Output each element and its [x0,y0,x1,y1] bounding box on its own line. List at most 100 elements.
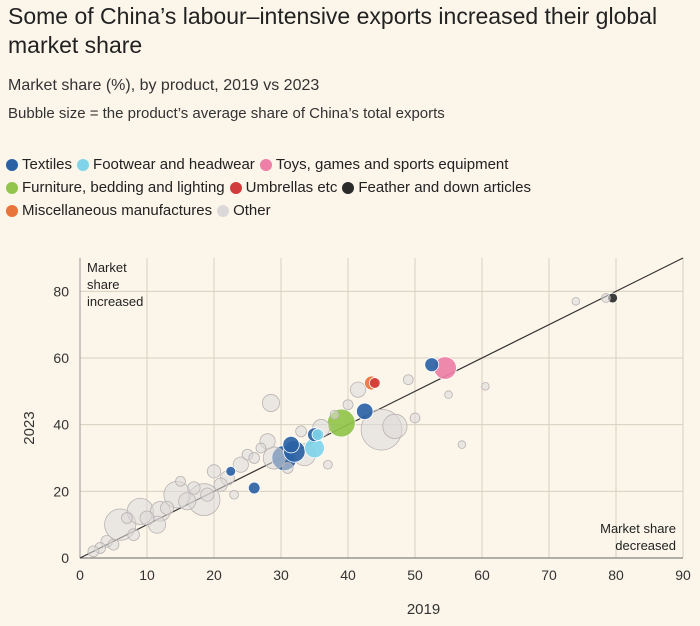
data-point [127,528,140,541]
legend-item: Feather and down articles [342,176,531,199]
legend-swatch [259,158,272,171]
data-point [457,440,467,449]
y-axis-label: 2023 [21,411,38,444]
x-axis-label: 2019 [407,601,440,618]
legend-label: Other [233,202,271,219]
chart-note: Bubble size = the product’s average shar… [8,105,445,122]
data-point [187,481,201,495]
legend-swatch [217,204,230,217]
data-point [139,510,155,526]
grid [80,258,684,558]
legend-row: Textiles Footwear and headwear Toys, games… [6,153,696,176]
data-point [229,489,239,500]
legend-swatch [229,181,242,194]
data-point [87,545,100,558]
y-tick-label: 80 [53,283,69,299]
data-point [248,452,261,464]
legend-label: Footwear and headwear [93,156,255,173]
data-point [368,377,381,389]
x-tick-label: 10 [139,567,155,583]
y-tick-label: 0 [61,550,69,566]
data-point [342,399,354,411]
data-point [107,538,120,551]
legend-label: Textiles [22,156,73,173]
reference-line [79,257,684,559]
annotation-increased: share [87,277,120,292]
data-point [409,412,421,424]
annotation-increased: Market [87,260,127,275]
data-point [160,500,175,516]
data-point [213,477,228,492]
chart-subtitle: Market share (%), by product, 2019 vs 20… [8,77,320,94]
x-tick-label: 70 [541,567,557,583]
data-point [255,442,267,454]
annotations: Market share increased Market share decrease… [87,260,676,553]
scatter-chart: 2019 2023 0 10 20 30 40 50 60 70 80 90 0 20 40 60 80 Ma… [21,257,691,618]
data-point [225,465,237,477]
data-point [262,446,286,470]
legend-label: Toys, games and sports equipment [275,156,509,173]
data-point [261,394,280,412]
data-point [349,381,367,398]
tick-labels: 0 10 20 30 40 50 60 70 80 90 0 20 40 60 80 [53,283,691,583]
annotation-decreased: decreased [615,538,676,553]
chart-title: Some of China’s labour–intensive exports… [8,3,658,58]
legend-label: Feather and down articles [358,179,531,196]
legend-item: Other [217,199,271,222]
data-point [206,464,222,479]
data-point [424,357,440,373]
data-point [295,425,307,438]
data-point [481,382,490,391]
data-point [311,428,325,441]
data-point [571,297,581,306]
data-point [281,462,294,474]
legend-swatch [77,158,90,171]
data-point [444,390,453,399]
y-tick-label: 60 [53,350,69,366]
data-point [178,492,197,511]
axes: 2019 2023 [21,258,683,618]
legend-label: Miscellaneous manufactures [22,202,213,219]
x-tick-label: 30 [273,567,289,583]
diagonal-line [79,257,684,559]
x-tick-label: 20 [206,567,222,583]
data-point [247,481,261,495]
data-point [323,459,333,470]
y-tick-label: 20 [53,483,69,499]
data-point [232,456,249,473]
legend-label: Umbrellas etc [245,179,338,196]
legend-label: Furniture, bedding and lighting [22,179,225,196]
legend-swatch [6,204,18,217]
legend: Textiles Footwear and headwear Toys, games… [6,153,696,222]
legend-item: Textiles [6,153,72,176]
legend-item: Toys, games and sports equipment [259,153,509,176]
data-point [329,409,340,420]
legend-swatch [6,181,18,194]
legend-item: Footwear and headwear [77,153,255,176]
data-point [601,293,611,303]
legend-swatch [6,158,18,171]
legend-swatch [342,181,355,194]
data-point [402,374,414,386]
data-point [200,487,215,502]
x-tick-label: 50 [407,567,423,583]
data-point [121,512,133,524]
annotation-increased: increased [87,294,143,309]
x-tick-label: 60 [474,567,490,583]
y-tick-label: 40 [53,417,69,433]
x-tick-label: 80 [608,567,624,583]
data-point [382,413,408,439]
x-tick-label: 40 [340,567,356,583]
x-tick-label: 90 [675,567,691,583]
legend-row: Miscellaneous manufactures Other [6,199,696,222]
legend-item: Umbrellas etc [229,176,338,199]
data-points [87,292,618,558]
data-point [356,402,374,421]
legend-item: Furniture, bedding and lighting [6,176,225,199]
data-point [175,475,186,487]
data-point [282,435,300,454]
annotation-decreased: Market share [600,521,676,536]
x-tick-label: 0 [76,567,84,583]
legend-item: Miscellaneous manufactures [6,199,212,222]
legend-row: Furniture, bedding and lighting Umbrellas… [6,176,696,199]
